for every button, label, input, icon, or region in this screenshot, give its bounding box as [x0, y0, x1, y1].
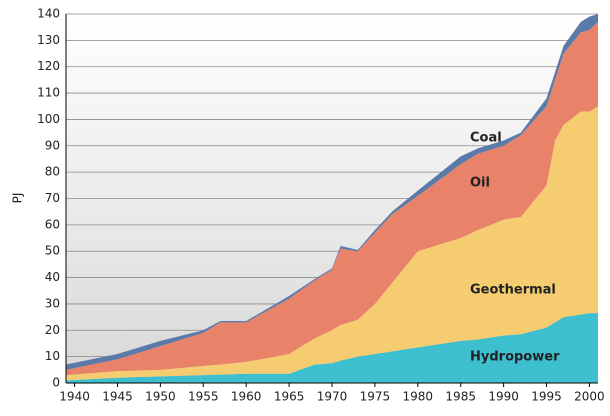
- x-tick-label: 1970: [317, 390, 348, 404]
- y-tick-label: 40: [45, 270, 60, 284]
- area: [66, 106, 598, 381]
- y-tick-label: 20: [45, 323, 60, 337]
- x-tick-label: 1960: [231, 390, 262, 404]
- x-tick-label: 1995: [531, 390, 562, 404]
- y-tick-label: 50: [45, 244, 60, 258]
- x-tick-label: 1990: [488, 390, 519, 404]
- series-label: Coal: [470, 131, 502, 146]
- series-label: Hydropower: [470, 350, 560, 365]
- x-tick-label: 1985: [445, 390, 476, 404]
- area: [66, 21, 598, 376]
- y-tick-label: 110: [37, 86, 60, 100]
- x-tick-label: 2000: [574, 390, 605, 404]
- x-tick-label: 1975: [360, 390, 391, 404]
- series-label: Geothermal: [470, 283, 556, 298]
- y-tick-label: 60: [45, 217, 60, 231]
- y-tick-label: 80: [45, 165, 60, 179]
- y-tick-label: 140: [37, 7, 60, 21]
- series-label: Oil: [470, 176, 490, 191]
- y-tick-label: 120: [37, 59, 60, 73]
- y-tick-label: 10: [45, 349, 60, 363]
- x-tick-label: 1950: [145, 390, 176, 404]
- x-tick-label: 1955: [188, 390, 219, 404]
- y-axis-label: PJ: [11, 193, 25, 204]
- x-tick-label: 1965: [274, 390, 305, 404]
- y-tick-label: 70: [45, 191, 60, 205]
- y-tick-label: 30: [45, 296, 60, 310]
- y-tick-label: 0: [52, 376, 60, 390]
- y-tick-label: 90: [45, 138, 60, 152]
- area: [66, 313, 598, 383]
- x-tick-label: 1945: [102, 390, 133, 404]
- y-tick-label: 100: [37, 112, 60, 126]
- y-tick-label: 130: [37, 33, 60, 47]
- x-tick-label: 1940: [59, 390, 90, 404]
- x-tick-label: 1980: [403, 390, 434, 404]
